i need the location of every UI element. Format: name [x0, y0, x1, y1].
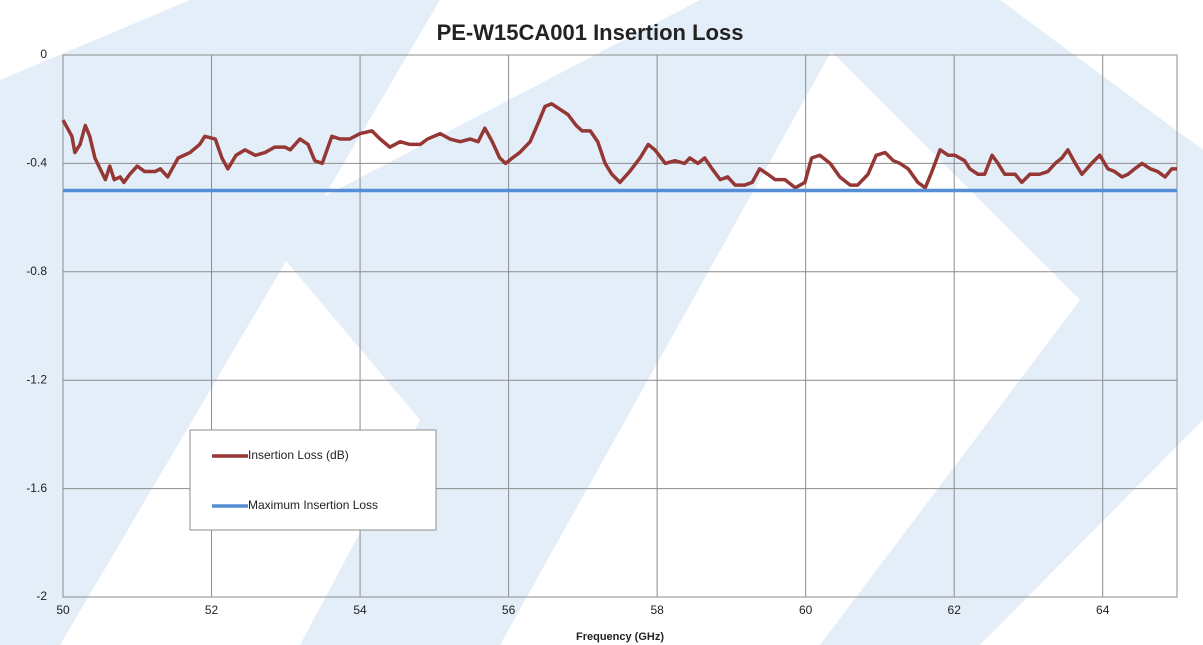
- watermark-shape: [0, 0, 440, 645]
- x-tick-label: 64: [1096, 603, 1110, 617]
- x-tick-label: 62: [948, 603, 962, 617]
- legend-label: Insertion Loss (dB): [248, 448, 349, 462]
- legend-label: Maximum Insertion Loss: [248, 498, 378, 512]
- x-tick-label: 52: [205, 603, 219, 617]
- x-tick-label: 58: [650, 603, 664, 617]
- y-tick-label: -1.6: [26, 481, 47, 495]
- x-tick-label: 56: [502, 603, 516, 617]
- y-tick-label: 0: [40, 47, 47, 61]
- x-axis-label: Frequency (GHz): [576, 631, 664, 643]
- x-tick-label: 54: [353, 603, 367, 617]
- y-tick-label: -1.2: [26, 372, 47, 386]
- watermark-shape: [780, 0, 1203, 645]
- y-tick-label: -0.4: [26, 156, 47, 170]
- x-tick-label: 50: [56, 603, 70, 617]
- y-tick-label: -0.8: [26, 264, 47, 278]
- x-tick-label: 60: [799, 603, 813, 617]
- series-line: [61, 102, 1177, 190]
- chart-title: PE-W15CA001 Insertion Loss: [437, 20, 744, 45]
- legend-box: [189, 429, 437, 531]
- plot-frame: [62, 54, 1178, 598]
- y-tick-label: -2: [36, 589, 47, 603]
